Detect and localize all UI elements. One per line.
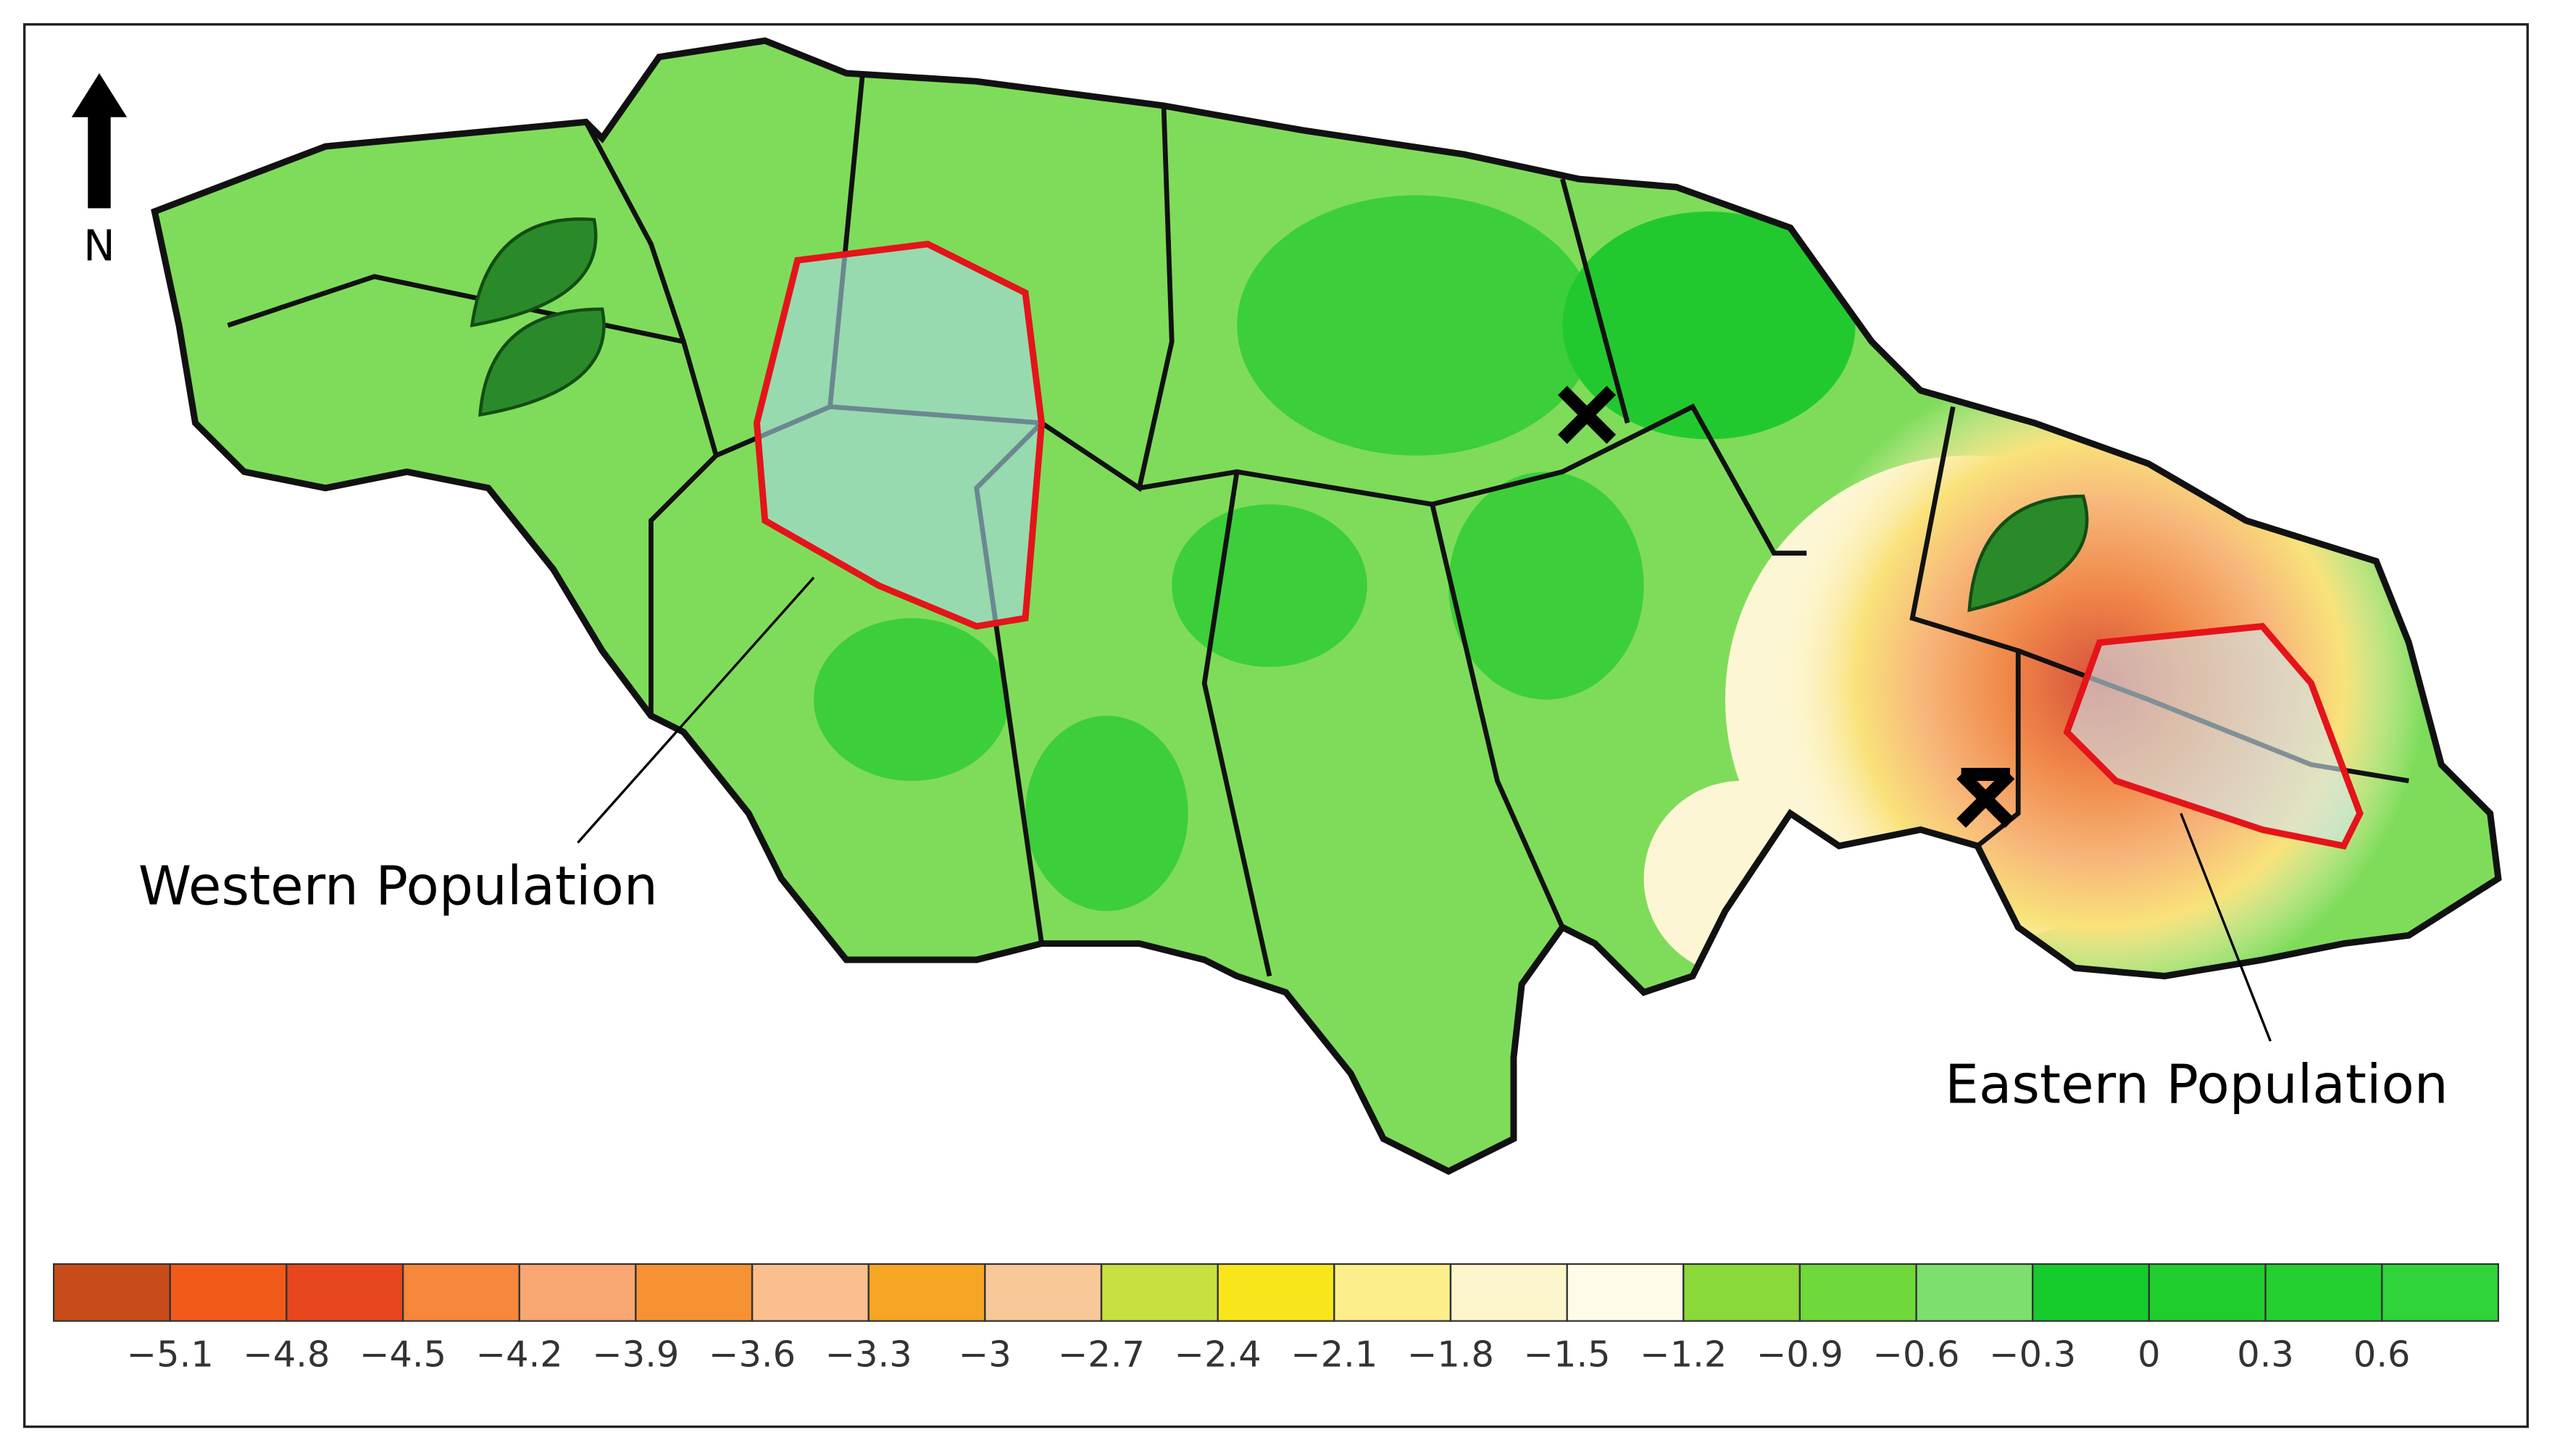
legend-swatch	[2032, 1263, 2151, 1322]
legend-tick-label: −1.5	[1524, 1333, 1611, 1375]
legend-tick-label: −2.7	[1058, 1333, 1145, 1375]
legend-tick-label: −4.2	[476, 1333, 563, 1375]
legend-swatch	[1449, 1263, 1568, 1322]
legend-swatch	[2264, 1263, 2383, 1322]
legend-swatch	[1915, 1263, 2034, 1322]
eastern-label: Eastern Population	[1945, 1054, 2448, 1116]
frame	[23, 23, 2529, 1428]
legend-swatch	[285, 1263, 404, 1322]
legend-tick-label: −3.3	[825, 1333, 912, 1375]
legend-tick-label: −4.5	[359, 1333, 446, 1375]
legend-tick-label: −4.8	[243, 1333, 330, 1375]
legend-tick-label: −3.6	[709, 1333, 796, 1375]
legend-swatch	[984, 1263, 1103, 1322]
legend-swatch	[2148, 1263, 2267, 1322]
color-legend: −5.1 −4.8 −4.5 −4.2 −3.9 −3.6 −3.3 −3 −2.7 −2.4 −2…	[53, 1263, 2499, 1375]
legend-swatch	[867, 1263, 986, 1322]
legend-swatch	[1682, 1263, 1801, 1322]
legend-tick-label: −2.1	[1290, 1333, 1377, 1375]
legend-swatch	[1217, 1263, 1335, 1322]
legend-swatch	[1333, 1263, 1452, 1322]
legend-swatch	[2381, 1263, 2499, 1322]
legend-tick-label: 0	[2138, 1333, 2160, 1375]
legend-tick-label: −2.4	[1175, 1333, 1262, 1375]
legend-swatch	[169, 1263, 288, 1322]
leaf-icons	[470, 217, 2089, 613]
leader-lines	[577, 577, 2272, 1042]
western-label: Western Population	[138, 855, 658, 918]
legend-swatch	[1100, 1263, 1219, 1322]
legend-swatch	[53, 1263, 171, 1322]
western-region	[753, 240, 1046, 630]
legend-tick-label: −5.1	[127, 1333, 214, 1375]
legend-swatch	[635, 1263, 754, 1322]
legend-swatch	[1566, 1263, 1685, 1322]
legend-tick-label: −0.3	[1989, 1333, 2076, 1375]
legend-swatch	[1798, 1263, 1917, 1322]
legend-swatch	[401, 1263, 520, 1322]
legend-swatch	[518, 1263, 637, 1322]
legend-tick-label: −1.2	[1640, 1333, 1727, 1375]
legend-tick-label: −1.8	[1407, 1333, 1494, 1375]
legend-tick-label: −0.6	[1873, 1333, 1960, 1375]
legend-tick-label: −3	[959, 1333, 1012, 1375]
legend-swatch	[751, 1263, 870, 1322]
cross-marks	[1557, 385, 2015, 828]
legend-tick-label: −3.9	[592, 1333, 679, 1375]
legend-tick-label: 0.6	[2353, 1333, 2411, 1375]
legend-tick-label: 0.3	[2237, 1333, 2294, 1375]
legend-tick-label: −0.9	[1756, 1333, 1843, 1375]
north-label: N	[83, 221, 115, 270]
eastern-region	[2063, 622, 2364, 850]
north-arrow	[71, 73, 128, 209]
